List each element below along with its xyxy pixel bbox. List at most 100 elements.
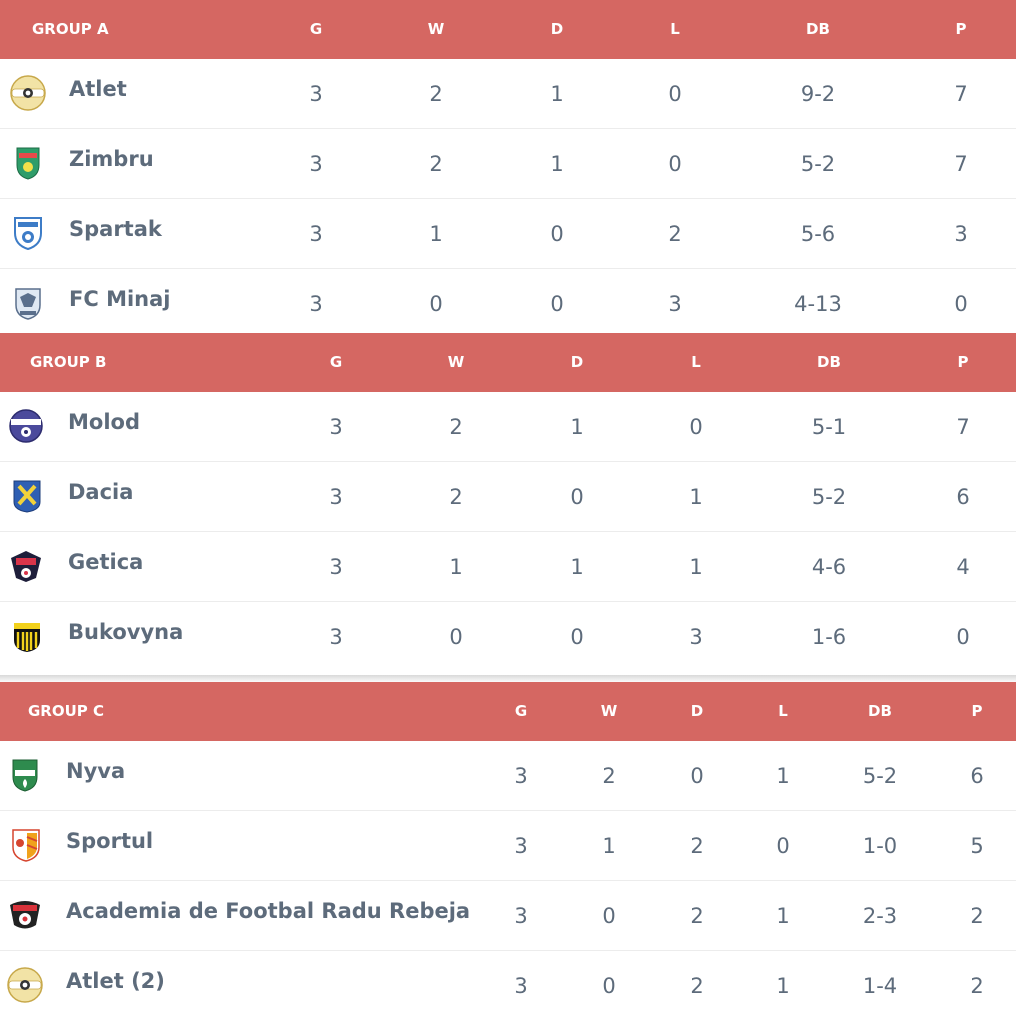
team-name[interactable]: FC Minaj: [69, 287, 171, 311]
goal-difference: 1-6: [811, 625, 847, 649]
games: 3: [514, 764, 528, 788]
draws: 2: [690, 904, 704, 928]
molod-badge-icon: [9, 409, 43, 443]
team-name[interactable]: Zimbru: [69, 147, 154, 171]
games: 3: [329, 625, 343, 649]
table-row[interactable]: Spartak 3 1 0 2 5-6 3: [0, 199, 1016, 269]
wins: 2: [602, 764, 616, 788]
team-name[interactable]: Atlet (2): [66, 969, 165, 993]
group-header: GROUP A G W D L DB P: [0, 0, 1016, 59]
wins: 2: [429, 152, 443, 176]
table-row[interactable]: Zimbru 3 2 1 0 5-2 7: [0, 129, 1016, 199]
losses: 0: [776, 834, 790, 858]
goal-difference: 5-1: [811, 415, 847, 439]
losses: 1: [776, 904, 790, 928]
group-title: GROUP A: [32, 20, 109, 38]
games: 3: [309, 152, 323, 176]
losses: 2: [668, 222, 682, 246]
losses: 1: [689, 485, 703, 509]
section-divider: [0, 675, 1016, 683]
losses: 3: [668, 292, 682, 316]
group-title: GROUP C: [28, 702, 105, 720]
games: 3: [329, 485, 343, 509]
column-d: D: [690, 702, 704, 720]
column-p: P: [957, 353, 969, 371]
losses: 0: [668, 152, 682, 176]
wins: 1: [602, 834, 616, 858]
wins: 1: [449, 555, 463, 579]
team-name[interactable]: Molod: [68, 410, 140, 434]
column-l: L: [691, 353, 701, 371]
goal-difference: 5-2: [811, 485, 847, 509]
draws: 1: [570, 555, 584, 579]
table-row[interactable]: Sportul 3 1 2 0 1-0 5: [0, 811, 1016, 881]
points: 2: [970, 974, 984, 998]
losses: 0: [689, 415, 703, 439]
team-name[interactable]: Atlet: [69, 77, 127, 101]
losses: 1: [689, 555, 703, 579]
wins: 1: [429, 222, 443, 246]
draws: 2: [690, 974, 704, 998]
table-row[interactable]: Molod 3 2 1 0 5-1 7: [0, 392, 1016, 462]
column-l: L: [670, 20, 680, 38]
team-name[interactable]: Bukovyna: [68, 620, 184, 644]
games: 3: [329, 415, 343, 439]
games: 3: [514, 834, 528, 858]
wins: 2: [429, 82, 443, 106]
draws: 0: [570, 485, 584, 509]
table-row[interactable]: Bukovyna 3 0 0 3 1-6 0: [0, 602, 1016, 678]
wins: 0: [602, 904, 616, 928]
table-row[interactable]: Getica 3 1 1 1 4-6 4: [0, 532, 1016, 602]
column-d: D: [550, 20, 564, 38]
academia-badge-icon: [10, 901, 40, 929]
team-name[interactable]: Getica: [68, 550, 144, 574]
team-name[interactable]: Sportul: [66, 829, 154, 853]
column-g: G: [329, 353, 343, 371]
points: 0: [956, 625, 970, 649]
losses: 1: [776, 764, 790, 788]
losses: 0: [668, 82, 682, 106]
table-row[interactable]: FC Minaj 3 0 0 3 4-13 0: [0, 269, 1016, 333]
games: 3: [309, 222, 323, 246]
losses: 1: [776, 974, 790, 998]
sportul-badge-icon: [12, 829, 40, 862]
team-name[interactable]: Spartak: [69, 217, 162, 241]
points: 7: [956, 415, 970, 439]
points: 6: [970, 764, 984, 788]
group-header: GROUP B G W D L DB P: [0, 333, 1016, 392]
table-row[interactable]: Dacia 3 2 0 1 5-2 6: [0, 462, 1016, 532]
draws: 0: [550, 292, 564, 316]
points: 4: [956, 555, 970, 579]
points: 6: [956, 485, 970, 509]
table-row[interactable]: Nyva 3 2 0 1 5-2 6: [0, 741, 1016, 811]
column-p: P: [955, 20, 967, 38]
goal-difference: 5-6: [800, 222, 836, 246]
column-p: P: [971, 702, 983, 720]
games: 3: [309, 82, 323, 106]
wins: 2: [449, 485, 463, 509]
points: 0: [954, 292, 968, 316]
team-name[interactable]: Nyva: [66, 759, 126, 783]
column-db: DB: [817, 353, 841, 371]
zimbru-badge-icon: [16, 147, 40, 180]
getica-badge-icon: [11, 551, 41, 582]
column-w: W: [427, 20, 445, 38]
column-db: DB: [806, 20, 830, 38]
team-name[interactable]: Academia de Footbal Radu Rebeja: [66, 899, 471, 923]
atlet-badge-icon: [7, 967, 43, 1003]
wins: 0: [429, 292, 443, 316]
table-row[interactable]: Atlet 3 2 1 0 9-2 7: [0, 59, 1016, 129]
table-row[interactable]: Atlet (2) 3 0 2 1 1-4 2: [0, 951, 1016, 1021]
points: 7: [954, 152, 968, 176]
draws: 0: [550, 222, 564, 246]
column-w: W: [447, 353, 465, 371]
games: 3: [329, 555, 343, 579]
draws: 2: [690, 834, 704, 858]
team-name[interactable]: Dacia: [68, 480, 134, 504]
table-row[interactable]: Academia de Footbal Radu Rebeja 3 0 2 1 …: [0, 881, 1016, 951]
points: 7: [954, 82, 968, 106]
points: 2: [970, 904, 984, 928]
wins: 0: [449, 625, 463, 649]
draws: 1: [570, 415, 584, 439]
atlet-badge-icon: [10, 75, 46, 111]
